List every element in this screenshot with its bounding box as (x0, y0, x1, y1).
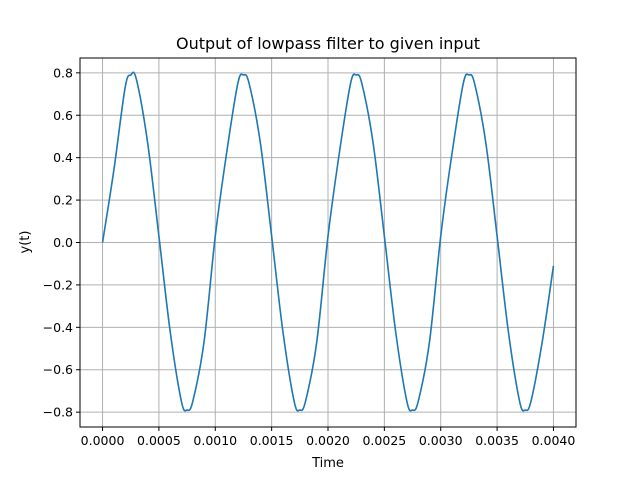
y-tick-label: −0.4 (43, 320, 73, 335)
series-line (101, 71, 555, 412)
y-tick-label: −0.6 (43, 362, 73, 377)
plot-frame (79, 57, 577, 428)
x-tick-label: 0.0010 (193, 433, 237, 448)
x-tick-label: 0.0035 (475, 433, 519, 448)
y-tick-label: 0.0 (53, 235, 73, 250)
x-tick-label: 0.0030 (419, 433, 463, 448)
x-axis-label: Time (311, 456, 344, 471)
x-tick-label: 0.0000 (81, 433, 125, 448)
y-tick-label: −0.8 (43, 405, 73, 420)
y-tick-label: 0.8 (53, 65, 73, 80)
x-tick-label: 0.0040 (532, 433, 576, 448)
x-tick-label: 0.0025 (362, 433, 406, 448)
x-tick-label: 0.0015 (250, 433, 294, 448)
y-axis-ticks: 0.8 0.6 0.4 0.2 0.0 −0.2 −0.4 −0.6 −0.8 (43, 65, 80, 420)
y-tick-label: 0.6 (53, 108, 73, 123)
y-axis-label: y(t) (18, 231, 33, 254)
x-axis-ticks: 0.0000 0.0005 0.0010 0.0015 0.0020 0.0025 0.00… (81, 427, 576, 448)
x-tick-label: 0.0020 (306, 433, 350, 448)
chart-title: Output of lowpass filter to given input (176, 34, 480, 53)
y-tick-label: 0.2 (53, 193, 73, 208)
x-tick-label: 0.0005 (137, 433, 181, 448)
y-tick-label: 0.4 (53, 150, 73, 165)
y-tick-label: −0.2 (43, 277, 73, 292)
